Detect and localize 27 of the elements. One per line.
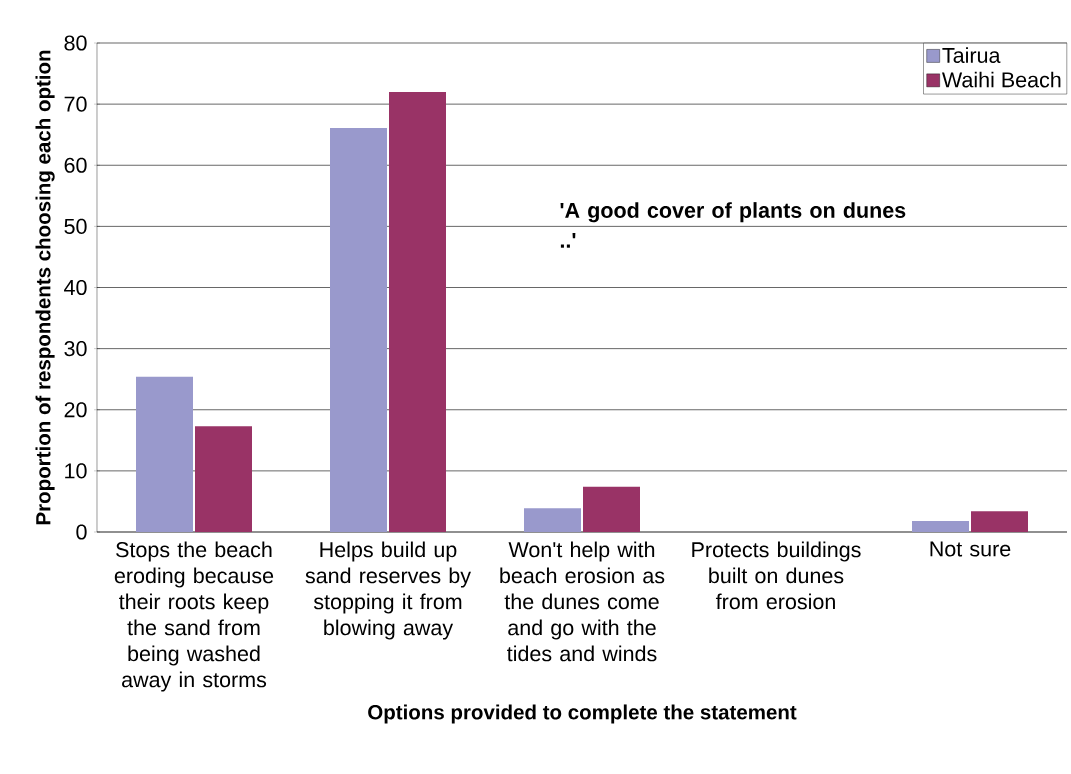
bar [583,486,640,532]
x-tick-label: Stops the beach eroding because their roots keep the sand from being washed away in storms [114,541,274,692]
legend-label: Tairua [942,47,1001,63]
x-tick-label: Not sure [930,541,1011,557]
bar [195,426,252,532]
bar [524,508,581,532]
y-tick-label: 0 [76,524,87,540]
y-tick-label: 10 [65,463,87,479]
bar [136,376,193,532]
y-tick-label: 20 [64,402,87,418]
y-tick-label: 60 [64,157,87,173]
y-tick-label: 30 [64,341,87,357]
annotation: 'A good cover of plants on dunes ..' [560,202,906,248]
y-tick-label: 50 [64,218,87,234]
legend-label: Waihi Beach [942,71,1061,88]
bar [971,511,1028,532]
bar [912,521,970,532]
y-tick-label: 70 [64,96,87,112]
y-tick-label: 40 [64,279,87,296]
x-tick-label: Won't help with beach erosion as the dunes come and go with the tides and winds [500,541,665,662]
bar [330,127,387,532]
y-axis-title: Proportion of respondents choosing each option [35,50,55,525]
x-tick-label: Protects buildings built on dunes from erosion [692,541,861,610]
x-axis-title: Options provided to complete the statement [368,704,797,724]
bar [389,91,446,532]
x-tick-label: Helps build up sand reserves by stopping it from blowing away [305,541,471,640]
y-tick-label: 80 [64,35,87,51]
